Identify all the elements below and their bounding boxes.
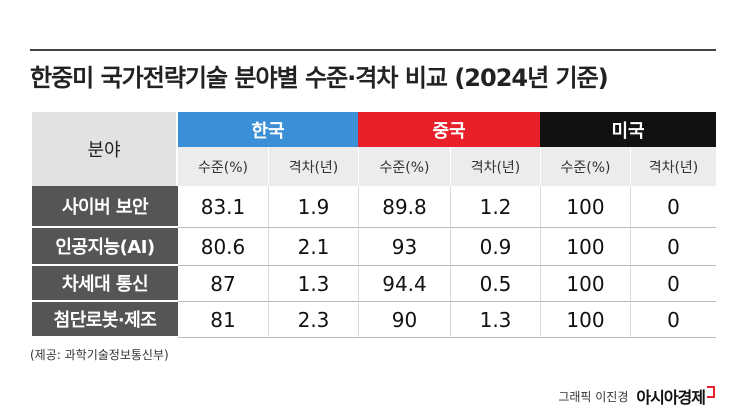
value-cell: 2.1 xyxy=(268,228,358,266)
value-cell: 0 xyxy=(630,228,716,266)
subheader: 수준(%) xyxy=(178,147,268,186)
subheader: 수준(%) xyxy=(540,147,630,186)
credit: 그래픽 이진경 아시아경제 xyxy=(558,384,715,408)
value-cell: 90 xyxy=(358,302,450,338)
brand: 아시아경제 xyxy=(636,388,706,407)
value-cell: 89.8 xyxy=(358,186,450,228)
value-cell: 2.3 xyxy=(268,302,358,338)
value-cell: 1.2 xyxy=(450,186,540,228)
row-label: 차세대 통신 xyxy=(32,266,178,302)
subheader: 격차(년) xyxy=(630,147,716,186)
row-label: 인공지능(AI) xyxy=(32,228,178,266)
group-header: 한국 xyxy=(178,112,358,147)
value-cell: 100 xyxy=(540,186,630,228)
subheader: 격차(년) xyxy=(450,147,540,186)
value-cell: 1.3 xyxy=(450,302,540,338)
value-cell: 0 xyxy=(630,266,716,302)
value-cell: 83.1 xyxy=(178,186,268,228)
value-cell: 87 xyxy=(178,266,268,302)
title: 한중미 국가전략기술 분야별 수준·격차 비교 (2024년 기준) xyxy=(30,64,609,92)
top-rule xyxy=(30,49,716,51)
value-cell: 1.9 xyxy=(268,186,358,228)
value-cell: 1.3 xyxy=(268,266,358,302)
row-label: 사이버 보안 xyxy=(32,186,178,228)
graphic-credit: 그래픽 이진경 xyxy=(558,389,629,404)
source: (제공: 과학기술정보통신부) xyxy=(30,348,169,362)
value-cell: 0 xyxy=(630,186,716,228)
group-header: 미국 xyxy=(540,112,716,147)
value-cell: 0 xyxy=(630,302,716,338)
subheader: 수준(%) xyxy=(358,147,450,186)
value-cell: 81 xyxy=(178,302,268,338)
row-label: 첨단로봇·제조 xyxy=(32,302,178,338)
value-cell: 0.9 xyxy=(450,228,540,266)
group-header: 중국 xyxy=(358,112,540,147)
value-cell: 100 xyxy=(540,228,630,266)
subheader: 격차(년) xyxy=(268,147,358,186)
value-cell: 100 xyxy=(540,266,630,302)
brand-mark xyxy=(707,386,715,398)
value-cell: 0.5 xyxy=(450,266,540,302)
value-cell: 100 xyxy=(540,302,630,338)
corner-header: 분야 xyxy=(32,112,178,186)
value-cell: 93 xyxy=(358,228,450,266)
value-cell: 94.4 xyxy=(358,266,450,302)
value-cell: 80.6 xyxy=(178,228,268,266)
